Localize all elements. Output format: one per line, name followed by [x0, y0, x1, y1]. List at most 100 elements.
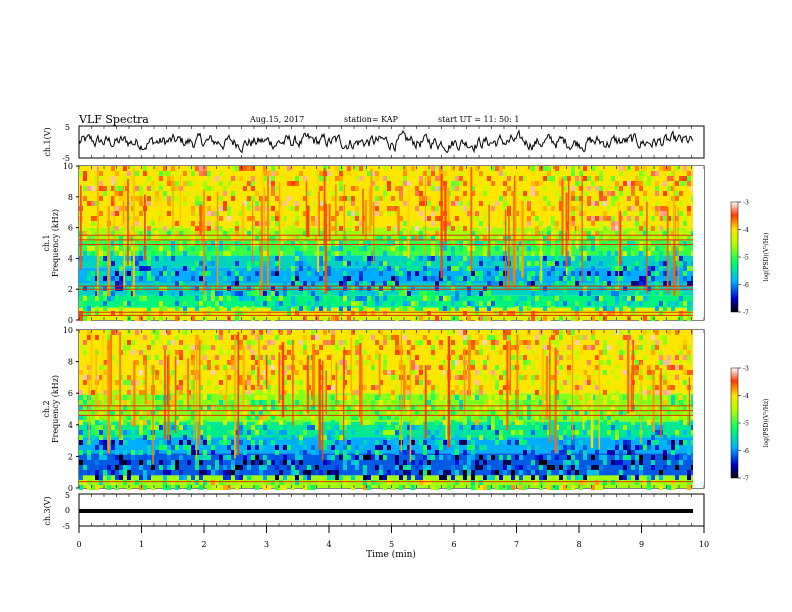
spectrogram-cell: [371, 405, 375, 410]
spectrogram-cell: [419, 196, 423, 201]
spectrogram-cell: [687, 301, 691, 306]
spectrogram-cell: [683, 261, 687, 266]
spectrogram-cell: [207, 365, 211, 370]
spectrogram-cell: [139, 276, 143, 281]
spectrogram-cell: [471, 216, 475, 221]
spectrogram-cell: [599, 455, 603, 460]
spectrogram-cell: [111, 186, 115, 191]
spectrogram-cell: [191, 206, 195, 211]
spectrogram-cell: [335, 296, 339, 301]
spectrogram-cell: [155, 201, 159, 206]
spectrogram-cell: [587, 345, 591, 350]
spectrogram-cell: [283, 246, 287, 251]
spectrogram-cell: [439, 375, 443, 380]
spectrogram-cell: [651, 350, 655, 355]
spectrogram-cell: [311, 236, 315, 241]
spectrogram-cell: [599, 465, 603, 470]
spectrogram-cell: [275, 306, 279, 311]
spectrogram-cell: [523, 440, 527, 445]
spectrogram-cell: [375, 206, 379, 211]
spectrogram-cell: [175, 286, 179, 291]
spectrogram-cell: [471, 186, 475, 191]
spectrogram-cell: [107, 191, 111, 196]
spectrogram-cell: [131, 375, 135, 380]
spectrogram-cell: [395, 226, 399, 231]
spectrogram-cell: [359, 176, 363, 181]
spectrogram-cell: [103, 455, 107, 460]
spectrogram-cell: [171, 460, 175, 465]
spectrogram-cell: [679, 166, 683, 171]
spectrogram-cell: [307, 191, 311, 196]
spectrogram-cell: [175, 261, 179, 266]
spectrogram-cell: [471, 395, 475, 400]
spectrogram-cell: [307, 480, 311, 485]
spectrogram-cell: [519, 306, 523, 311]
spectrogram-cell: [503, 435, 507, 440]
spectrogram-cell: [479, 276, 483, 281]
spectrogram-cell: [271, 405, 275, 410]
spectrogram-cell: [407, 271, 411, 276]
spectrogram-cell: [411, 286, 415, 291]
spectrogram-cell: [347, 370, 351, 375]
spectrogram-cell: [367, 475, 371, 480]
spectrogram-cell: [511, 485, 515, 490]
spectrogram-cell: [427, 380, 431, 385]
spectrogram-cell: [343, 455, 347, 460]
spectrogram-cell: [627, 301, 631, 306]
spectrogram-cell: [567, 425, 571, 430]
spectrogram-cell: [79, 435, 83, 440]
spectrogram-cell: [595, 281, 599, 286]
spectrogram-cell: [119, 251, 123, 256]
spectrogram-cell: [275, 355, 279, 360]
spectrogram-cell: [591, 330, 595, 335]
spectrogram-cell: [547, 316, 551, 321]
spectrogram-cell: [119, 221, 123, 226]
spectrogram-cell: [483, 460, 487, 465]
spectrogram-cell: [579, 430, 583, 435]
spectrogram-cell: [223, 375, 227, 380]
spectrogram-cell: [575, 181, 579, 186]
spectrogram-cell: [183, 425, 187, 430]
spectrogram-cell: [507, 330, 511, 335]
spectrogram-cell: [439, 296, 443, 301]
spectrogram-cell: [183, 435, 187, 440]
time-tick-label: 8: [576, 540, 581, 549]
spectrogram-cell: [127, 236, 131, 241]
spectrogram-cell: [139, 360, 143, 365]
spectrogram-cell: [275, 246, 279, 251]
spectrogram-cell: [343, 236, 347, 241]
spectrogram-cell: [487, 330, 491, 335]
spectrogram-cell: [427, 201, 431, 206]
spectrogram-cell: [227, 296, 231, 301]
spectrogram-cell: [411, 301, 415, 306]
spectrogram-cell: [559, 181, 563, 186]
spectrogram-cell: [195, 191, 199, 196]
freq-tick-label: 10: [63, 326, 73, 335]
spectrogram-cell: [475, 385, 479, 390]
spectrogram-cell: [147, 460, 151, 465]
spectrogram-cell: [191, 350, 195, 355]
spectrogram-cell: [287, 435, 291, 440]
spectrogram-cell: [487, 465, 491, 470]
spectrogram-cell: [595, 241, 599, 246]
spectrogram-cell: [659, 301, 663, 306]
spectrogram-cell: [607, 251, 611, 256]
spectrogram-cell: [235, 291, 239, 296]
spectrogram-cell: [543, 460, 547, 465]
spectrogram-cell: [139, 231, 143, 236]
spectrogram-cell: [127, 251, 131, 256]
spectrogram-cell: [175, 231, 179, 236]
spectrogram-cell: [671, 480, 675, 485]
spectrogram-cell: [451, 226, 455, 231]
spectrogram-cell: [159, 221, 163, 226]
spectrogram-cell: [115, 375, 119, 380]
spectrogram-cell: [395, 345, 399, 350]
spectrogram-cell: [619, 345, 623, 350]
spectrogram-cell: [119, 475, 123, 480]
spectrogram-cell: [299, 435, 303, 440]
spectrogram-cell: [655, 395, 659, 400]
spectrogram-cell: [579, 256, 583, 261]
spectrogram-cell: [351, 186, 355, 191]
spectrogram-cell: [247, 266, 251, 271]
spectrogram-cell: [287, 181, 291, 186]
